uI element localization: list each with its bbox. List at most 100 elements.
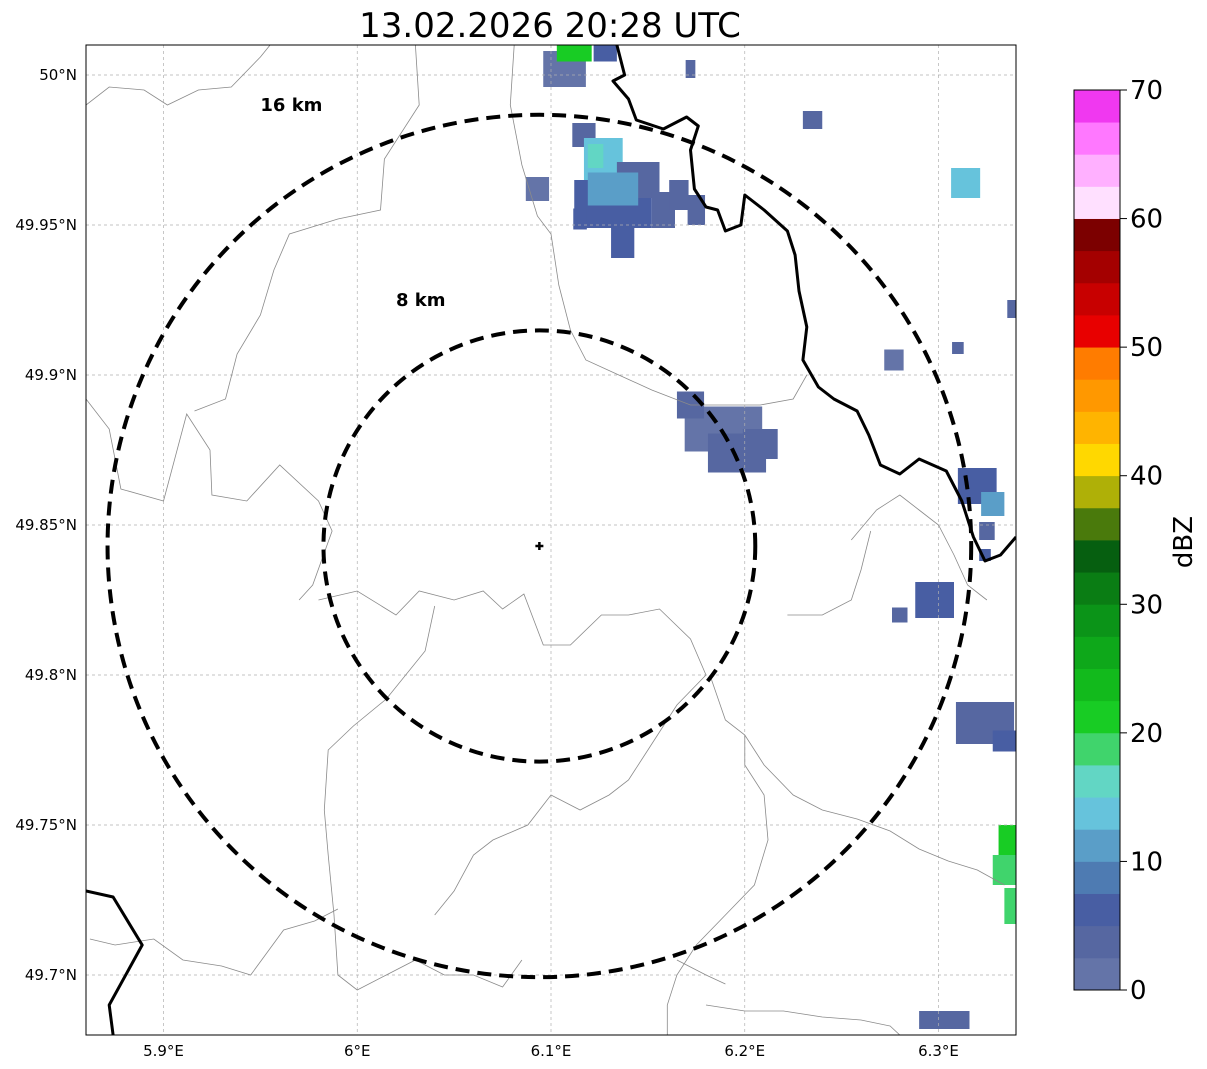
national-borders — [86, 45, 1016, 1035]
colorbar-swatch — [1074, 797, 1120, 830]
colorbar-swatch — [1074, 540, 1120, 573]
radar-echo — [685, 60, 696, 78]
colorbar-swatches — [1074, 90, 1120, 991]
regional-border-line — [787, 530, 872, 616]
x-tick-label: 6.3°E — [918, 1042, 959, 1060]
colorbar-swatch — [1074, 765, 1120, 798]
colorbar-tick-label: 20 — [1130, 719, 1163, 749]
colorbar-swatch — [1074, 829, 1120, 862]
colorbar-swatch — [1074, 379, 1120, 412]
colorbar-tick-label: 30 — [1130, 590, 1163, 620]
y-tick-label: 49.75°N — [15, 816, 77, 834]
colorbar-swatch — [1074, 250, 1120, 284]
range-ring-labels: 8 km 16 km — [260, 95, 445, 311]
x-tick-label: 5.9°E — [143, 1042, 184, 1060]
colorbar-tick-label: 60 — [1130, 205, 1163, 235]
regional-border-line — [666, 735, 769, 1035]
colorbar-swatch — [1074, 668, 1120, 702]
regional-border-line — [318, 590, 707, 676]
radar-echo — [525, 177, 550, 201]
radar-echo — [915, 582, 954, 618]
regional-border-line — [86, 45, 271, 106]
radar-echo — [884, 349, 904, 371]
y-tick-label: 49.85°N — [15, 516, 77, 534]
colorbar-swatch — [1074, 90, 1120, 123]
radar-echo — [979, 549, 991, 561]
radar-echo — [1004, 888, 1016, 924]
x-tick-label: 6.1°E — [531, 1042, 572, 1060]
colorbar-swatch — [1074, 347, 1120, 380]
radar-echo — [611, 222, 635, 258]
regional-border-line — [709, 674, 1005, 886]
radar-echo — [587, 172, 639, 206]
colorbar-swatch — [1074, 186, 1120, 219]
colorbar-swatch — [1074, 732, 1120, 766]
national-border-line — [611, 45, 1016, 563]
colorbar-swatch — [1074, 636, 1120, 669]
regional-border-line — [705, 1004, 901, 1035]
colorbar-swatch — [1074, 861, 1120, 894]
colorbar-tick-label: 10 — [1130, 847, 1163, 877]
regional-border-line — [323, 605, 523, 991]
colorbar-swatch — [1074, 957, 1120, 991]
radar-echo — [742, 429, 778, 459]
radar-echo — [951, 168, 981, 198]
radar-echo — [587, 144, 604, 168]
plot-frame — [85, 44, 1017, 1036]
colorbar-swatch — [1074, 443, 1120, 477]
regional-border-line — [676, 959, 726, 985]
radar-echo — [979, 522, 995, 540]
colorbar-swatch — [1074, 925, 1120, 959]
y-tick-label: 49.95°N — [15, 216, 77, 234]
radar-echo — [981, 492, 1005, 516]
colorbar-swatch — [1074, 411, 1120, 444]
colorbar-swatch — [1074, 154, 1120, 187]
colorbar-tick-label: 70 — [1130, 76, 1163, 106]
range-ring — [321, 328, 758, 764]
radar-echo — [669, 180, 689, 210]
radar-echo — [992, 855, 1016, 885]
radar-echo — [573, 208, 587, 230]
regional-border-line — [850, 494, 988, 601]
regional-border-line — [194, 45, 420, 412]
colorbar-swatch — [1074, 122, 1120, 155]
colorbar-swatch — [1074, 700, 1120, 734]
range-ring-label: 16 km — [260, 95, 322, 116]
y-tick-label: 49.9°N — [25, 366, 77, 384]
grid-lines — [86, 45, 1016, 1035]
radar-center-marker — [535, 542, 544, 550]
x-axis-ticks: 5.9°E 6°E 6.1°E 6.2°E 6.3°E — [143, 1042, 959, 1060]
colorbar-swatch — [1074, 282, 1120, 316]
radar-echo — [802, 111, 823, 129]
colorbar: 0 10 20 30 40 50 60 70 dBZ — [1073, 76, 1199, 1006]
x-tick-label: 6°E — [344, 1042, 371, 1060]
x-tick-label: 6.2°E — [724, 1042, 765, 1060]
y-tick-label: 49.7°N — [25, 966, 77, 984]
colorbar-tick-label: 40 — [1130, 462, 1163, 492]
radar-echo — [1007, 300, 1016, 318]
range-ring — [105, 112, 974, 980]
regional-border-line — [509, 45, 808, 406]
radar-echo — [998, 825, 1016, 855]
regional-border-line — [434, 674, 707, 916]
regional-borders — [86, 45, 1005, 1035]
range-ring-label: 8 km — [396, 290, 446, 311]
y-axis-ticks: 50°N 49.95°N 49.9°N 49.85°N 49.8°N 49.75°N 49.… — [15, 66, 77, 984]
radar-echo — [952, 342, 964, 354]
range-rings — [105, 112, 974, 980]
colorbar-swatch — [1074, 218, 1120, 252]
colorbar-ticks: 0 10 20 30 40 50 60 70 — [1120, 76, 1163, 1006]
map-title: 13.02.2026 20:28 UTC — [359, 6, 741, 46]
plot-area — [86, 45, 1016, 1035]
colorbar-swatch — [1074, 507, 1120, 541]
radar-echo — [556, 45, 592, 62]
national-border-line — [86, 889, 144, 1035]
radar-echo-layer — [525, 45, 1016, 1029]
radar-echo — [593, 45, 617, 62]
y-tick-label: 49.8°N — [25, 666, 77, 684]
radar-site-marker — [535, 542, 544, 550]
colorbar-label: dBZ — [1169, 516, 1199, 568]
regional-border-line — [86, 398, 333, 601]
regional-border-line — [89, 908, 339, 976]
radar-echo — [992, 730, 1016, 752]
